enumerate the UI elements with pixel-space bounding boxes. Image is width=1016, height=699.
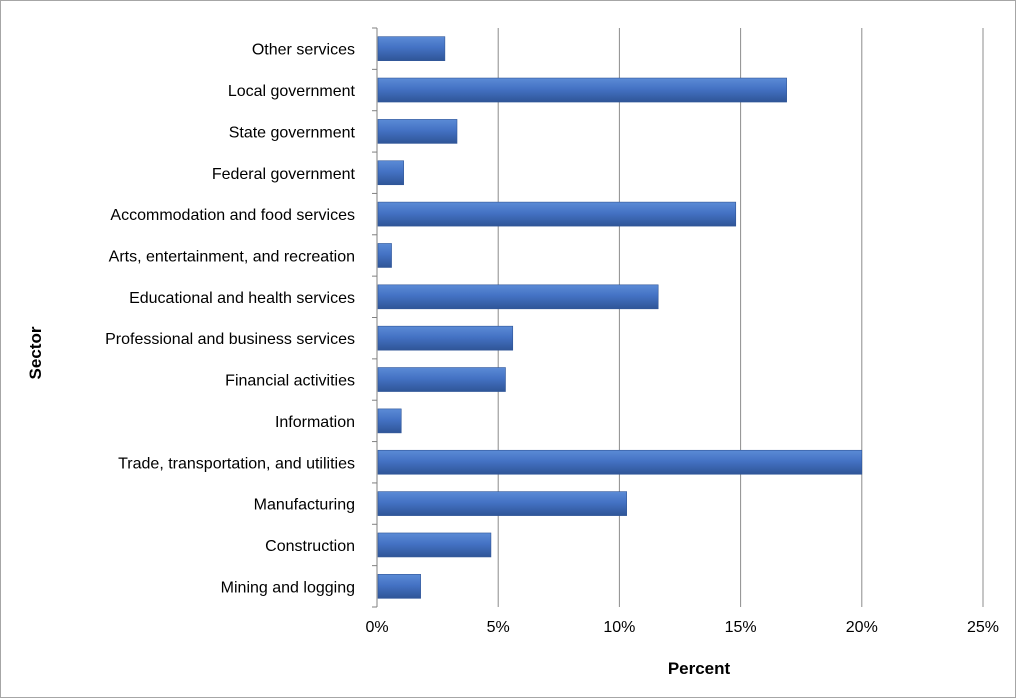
- category-label-8: Financial activities: [225, 373, 355, 390]
- bar-4: [377, 201, 737, 227]
- bar-3: [377, 160, 404, 186]
- bar-11: [377, 491, 627, 516]
- bar-6: [377, 284, 659, 310]
- bar-5: [377, 243, 392, 268]
- x-tick-label-2: 10%: [603, 619, 635, 636]
- category-label-2: State government: [229, 124, 356, 141]
- category-label-7: Professional and business services: [105, 331, 355, 348]
- category-label-0: Other services: [252, 42, 355, 59]
- bar-1: [377, 77, 787, 103]
- gridlines: [497, 28, 984, 607]
- bar-7: [377, 325, 514, 351]
- bars: [377, 36, 863, 599]
- y-axis-title: Sector: [26, 326, 45, 379]
- category-label-11: Manufacturing: [254, 497, 355, 514]
- y-axis: [372, 27, 378, 608]
- bar-13: [377, 574, 421, 599]
- x-tick-label-0: 0%: [365, 619, 388, 636]
- category-label-10: Trade, transportation, and utilities: [118, 455, 355, 472]
- bar-10: [377, 449, 863, 475]
- x-tick-label-5: 25%: [967, 619, 999, 636]
- category-label-4: Accommodation and food services: [110, 207, 355, 224]
- x-tick-labels: 0% 5% 10% 15% 20% 25%: [365, 619, 999, 636]
- bar-9: [377, 408, 402, 434]
- category-label-13: Mining and logging: [221, 579, 355, 596]
- bar-8: [377, 367, 506, 392]
- category-label-9: Information: [275, 414, 355, 431]
- bar-12: [377, 532, 492, 558]
- x-tick-label-3: 15%: [725, 619, 757, 636]
- x-tick-label-1: 5%: [487, 619, 510, 636]
- category-label-1: Local government: [228, 83, 356, 100]
- x-tick-label-4: 20%: [846, 619, 878, 636]
- category-labels: Other services Local government State gove…: [105, 42, 355, 597]
- x-axis-title: Percent: [668, 659, 731, 678]
- category-label-3: Federal government: [212, 166, 356, 183]
- category-label-6: Educational and health services: [129, 290, 355, 307]
- category-label-12: Construction: [265, 538, 355, 555]
- category-label-5: Arts, entertainment, and recreation: [109, 248, 355, 265]
- bar-0: [377, 36, 446, 61]
- bar-2: [377, 119, 458, 144]
